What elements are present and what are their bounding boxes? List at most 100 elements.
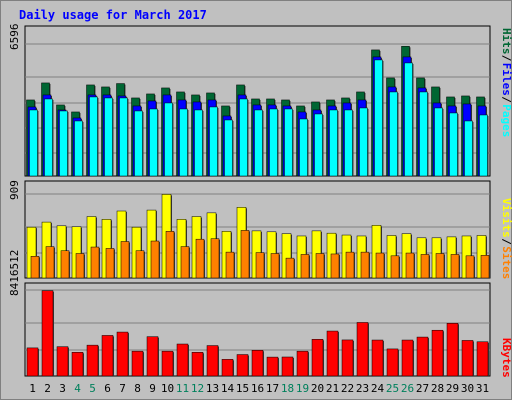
bar-sites-day-15: [240, 230, 250, 279]
bar-pages-day-28: [434, 107, 443, 177]
y-tick-label: 6596: [8, 24, 21, 51]
bar-pages-day-13: [209, 106, 218, 177]
bar-pages-day-30: [464, 120, 473, 177]
bar-kbytes-day-14: [221, 359, 234, 377]
y-label-separator: /: [500, 55, 512, 62]
bar-sites-day-4: [75, 253, 85, 279]
x-tick-label-day-4: 4: [74, 382, 81, 395]
x-tick-label-day-26: 26: [401, 382, 414, 395]
bar-pages-day-31: [479, 114, 488, 177]
bar-sites-day-16: [255, 252, 265, 279]
bar-pages-day-29: [449, 112, 458, 177]
bar-kbytes-day-7: [116, 331, 129, 377]
bar-pages-day-7: [119, 97, 128, 177]
bar-kbytes-day-27: [416, 336, 429, 377]
x-tick-label-day-2: 2: [44, 382, 51, 395]
bar-pages-day-20: [314, 113, 323, 177]
y-label-visits: Visits: [500, 198, 512, 238]
bar-sites-day-7: [120, 241, 130, 279]
bar-pages-day-18: [284, 108, 293, 177]
x-tick-label-day-16: 16: [251, 382, 264, 395]
x-tick-label-day-15: 15: [236, 382, 249, 395]
bar-pages-day-27: [419, 91, 428, 177]
bar-sites-day-19: [300, 254, 310, 279]
y-tick-label: 8416512: [8, 250, 21, 296]
bar-kbytes-day-23: [356, 322, 369, 377]
chart-title: Daily usage for March 2017: [19, 8, 207, 22]
bar-kbytes-day-2: [41, 290, 54, 377]
x-tick-label-day-19: 19: [296, 382, 309, 395]
bar-sites-day-5: [90, 246, 100, 279]
bar-kbytes-day-28: [431, 329, 444, 377]
bar-sites-day-30: [465, 255, 475, 279]
bar-pages-day-1: [29, 109, 38, 177]
x-tick-label-day-28: 28: [431, 382, 444, 395]
bar-kbytes-day-31: [476, 341, 489, 377]
bar-kbytes-day-10: [161, 350, 174, 377]
bar-sites-day-27: [420, 254, 430, 279]
x-tick-label-day-24: 24: [371, 382, 385, 395]
bar-sites-day-24: [375, 252, 385, 279]
y-label-sites: Sites: [500, 246, 512, 279]
y-label-files: Files: [500, 63, 512, 96]
x-tick-label-day-14: 14: [221, 382, 235, 395]
bar-kbytes-day-5: [86, 344, 99, 377]
x-tick-label-day-23: 23: [356, 382, 369, 395]
bar-kbytes-day-6: [101, 335, 114, 377]
bar-pages-day-22: [344, 109, 353, 177]
bar-kbytes-day-22: [341, 339, 354, 377]
bar-pages-day-14: [224, 119, 233, 177]
bar-sites-day-11: [180, 246, 190, 279]
bar-kbytes-day-13: [206, 345, 219, 377]
bar-kbytes-day-16: [251, 350, 264, 377]
bar-kbytes-day-30: [461, 340, 474, 377]
bar-kbytes-day-12: [191, 352, 204, 377]
bar-kbytes-day-9: [146, 336, 159, 377]
bar-sites-day-10: [165, 231, 175, 279]
y-tick-label: 909: [8, 180, 21, 200]
bar-pages-day-17: [269, 108, 278, 177]
bar-pages-day-15: [239, 98, 248, 177]
x-tick-label-day-13: 13: [206, 382, 219, 395]
bar-sites-day-29: [450, 254, 460, 279]
bar-kbytes-day-24: [371, 339, 384, 377]
bar-kbytes-day-3: [56, 346, 69, 377]
bar-pages-day-26: [404, 62, 413, 177]
bar-sites-day-18: [285, 257, 295, 279]
bar-pages-day-19: [299, 118, 308, 177]
bar-kbytes-day-25: [386, 348, 399, 377]
bar-sites-day-8: [135, 250, 145, 279]
bar-pages-day-24: [374, 59, 383, 177]
bar-sites-day-22: [345, 251, 355, 279]
x-tick-label-day-21: 21: [326, 382, 339, 395]
x-tick-label-day-3: 3: [59, 382, 66, 395]
y-label-hits: Hits: [500, 28, 512, 55]
bar-sites-day-28: [435, 253, 445, 279]
x-tick-label-day-12: 12: [191, 382, 204, 395]
bar-pages-day-6: [104, 97, 113, 177]
bar-pages-day-21: [329, 109, 338, 177]
x-tick-label-day-5: 5: [89, 382, 96, 395]
bar-pages-day-11: [179, 108, 188, 177]
x-tick-label-day-10: 10: [161, 382, 174, 395]
bar-sites-day-3: [60, 250, 70, 279]
x-tick-label-day-1: 1: [29, 382, 36, 395]
x-tick-label-day-17: 17: [266, 382, 279, 395]
bar-sites-day-2: [45, 246, 55, 279]
bar-kbytes-day-11: [176, 343, 189, 377]
bar-sites-day-1: [30, 256, 40, 279]
x-tick-label-day-9: 9: [149, 382, 156, 395]
bar-sites-day-9: [150, 240, 160, 279]
bar-kbytes-day-18: [281, 356, 294, 377]
bar-sites-day-12: [195, 238, 205, 279]
bar-pages-day-4: [74, 120, 83, 177]
bar-pages-day-23: [359, 107, 368, 177]
x-tick-label-day-29: 29: [446, 382, 459, 395]
y-label-kbytes: KBytes: [500, 338, 512, 378]
bar-pages-day-2: [44, 98, 53, 177]
x-tick-label-day-7: 7: [119, 382, 126, 395]
y-label-pages: Pages: [500, 104, 512, 137]
bar-pages-day-12: [194, 109, 203, 177]
bar-kbytes-day-4: [71, 352, 84, 377]
